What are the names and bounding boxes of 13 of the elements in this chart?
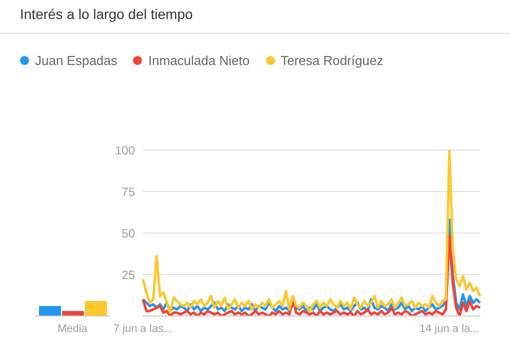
y-tick-label: 25 [122, 268, 136, 282]
line-series [142, 150, 482, 314]
y-tick-label: 75 [122, 184, 136, 199]
chart-title: Interés a lo largo del tiempo [20, 6, 193, 22]
legend-label: Juan Espadas [34, 53, 118, 68]
line-series [142, 235, 482, 316]
y-tick-label: 50 [122, 226, 136, 240]
x-tick-label: Media [58, 322, 88, 335]
legend-label: Teresa Rodríguez [280, 53, 384, 68]
x-tick-label: 7 jun a las... [113, 322, 173, 335]
y-tick-label: 100 [114, 143, 136, 158]
x-tick-label: 14 jun a la... [419, 322, 480, 335]
legend-label: Inmaculada Nieto [147, 53, 250, 68]
